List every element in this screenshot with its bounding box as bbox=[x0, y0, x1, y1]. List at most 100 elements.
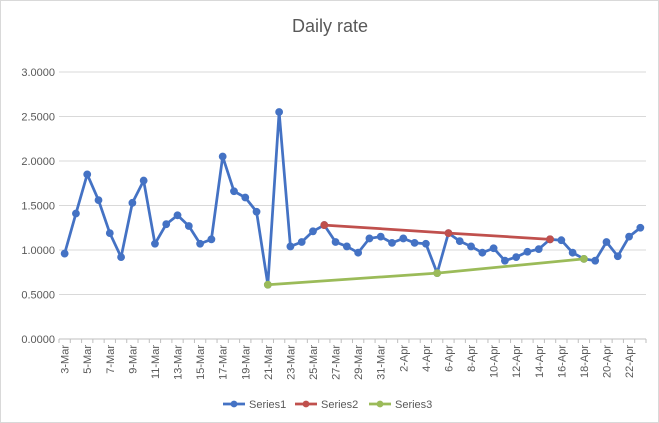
legend-label: Series3 bbox=[395, 399, 432, 411]
data-point-series1 bbox=[128, 198, 137, 207]
data-point-series1 bbox=[173, 211, 182, 220]
data-point-series1 bbox=[342, 242, 351, 251]
x-tick-label: 6-Apr bbox=[443, 345, 455, 372]
x-tick-label: 8-Apr bbox=[466, 345, 478, 372]
data-point-series1 bbox=[60, 249, 69, 258]
y-tick-label: 2.0000 bbox=[21, 156, 55, 168]
data-point-series1 bbox=[241, 193, 250, 202]
data-point-series1 bbox=[557, 236, 566, 245]
x-tick-label: 13-Mar bbox=[173, 345, 185, 380]
y-tick-label: 0.0000 bbox=[21, 334, 55, 346]
data-point-series1 bbox=[500, 256, 509, 265]
data-point-series1 bbox=[105, 229, 114, 237]
data-point-series2 bbox=[546, 235, 554, 244]
data-point-series1 bbox=[602, 238, 611, 246]
x-tick-label: 2-Apr bbox=[398, 345, 410, 372]
data-point-series1 bbox=[286, 242, 295, 251]
data-point-series1 bbox=[421, 239, 430, 248]
data-point-series1 bbox=[388, 238, 396, 247]
data-point-series1 bbox=[83, 170, 92, 179]
data-point-series1 bbox=[207, 235, 216, 244]
data-point-series1 bbox=[297, 238, 306, 246]
data-point-series1 bbox=[625, 232, 633, 241]
data-point-series1 bbox=[309, 227, 317, 236]
legend-marker-series2 bbox=[302, 400, 310, 408]
data-point-series2 bbox=[444, 229, 453, 237]
x-tick-label: 11-Mar bbox=[150, 345, 162, 379]
data-point-series1 bbox=[354, 248, 363, 257]
series-line-series3 bbox=[266, 257, 586, 287]
data-point-series1 bbox=[534, 245, 543, 254]
y-tick-label: 0.5000 bbox=[21, 290, 55, 302]
data-point-series1 bbox=[478, 248, 487, 257]
data-point-series1 bbox=[151, 239, 159, 248]
y-tick-label: 3.0000 bbox=[21, 67, 55, 79]
data-point-series1 bbox=[365, 234, 374, 243]
data-point-series1 bbox=[230, 187, 238, 196]
series-lines bbox=[60, 108, 645, 289]
legend-marker-series1 bbox=[230, 400, 238, 408]
data-point-series1 bbox=[162, 220, 171, 229]
data-point-series1 bbox=[568, 248, 577, 257]
x-tick-label: 22-Apr bbox=[624, 345, 636, 378]
x-tick-label: 21-Mar bbox=[263, 345, 275, 380]
data-point-series1 bbox=[591, 256, 600, 265]
axes: 0.0000 0.5000 1.0000 1.5000 2.0000 2.5000 3.00… bbox=[21, 67, 647, 380]
data-point-series3 bbox=[263, 280, 272, 289]
x-tick-label: 17-Mar bbox=[218, 345, 230, 380]
data-point-series1 bbox=[184, 222, 193, 230]
x-tick-label: 31-Mar bbox=[376, 345, 388, 380]
x-tick-label: 9-Mar bbox=[127, 345, 139, 374]
y-tick-label: 2.5000 bbox=[21, 112, 55, 124]
x-tick-label: 10-Apr bbox=[489, 345, 501, 378]
data-point-series1 bbox=[467, 242, 475, 251]
data-point-series1 bbox=[613, 252, 622, 261]
x-tick-label: 19-Mar bbox=[240, 345, 252, 380]
x-tick-label: 23-Mar bbox=[285, 345, 297, 380]
legend-marker-series3 bbox=[376, 400, 384, 408]
data-point-series1 bbox=[399, 234, 408, 243]
y-tick-label: 1.5000 bbox=[21, 201, 55, 213]
legend-label: Series2 bbox=[321, 399, 358, 411]
chart-title: Daily rate bbox=[292, 16, 368, 36]
data-point-series1 bbox=[275, 108, 284, 116]
data-point-series1 bbox=[252, 207, 261, 216]
legend: Series1 Series2 Series3 bbox=[223, 399, 432, 411]
x-tick-label: 12-Apr bbox=[511, 345, 523, 378]
x-tick-label: 27-Mar bbox=[331, 345, 343, 380]
x-tick-label: 5-Mar bbox=[82, 345, 94, 374]
data-point-series1 bbox=[139, 176, 148, 185]
x-tick-label: 14-Apr bbox=[534, 345, 546, 378]
data-point-series1 bbox=[331, 238, 340, 246]
x-tick-label: 25-Mar bbox=[308, 345, 320, 380]
series-line-series1 bbox=[63, 110, 642, 287]
data-point-series1 bbox=[636, 223, 645, 232]
data-point-series1 bbox=[218, 152, 227, 161]
x-tick-label: 4-Apr bbox=[421, 345, 433, 372]
series-line-series2 bbox=[322, 223, 552, 241]
x-tick-label: 3-Mar bbox=[60, 345, 72, 374]
x-tick-label: 18-Apr bbox=[579, 345, 591, 378]
x-tick-label: 7-Mar bbox=[105, 345, 117, 374]
data-point-series2 bbox=[320, 221, 329, 229]
data-point-series1 bbox=[72, 209, 80, 218]
x-tick-label: 20-Apr bbox=[601, 345, 613, 378]
data-point-series1 bbox=[117, 253, 125, 262]
data-point-series3 bbox=[433, 269, 442, 278]
x-tick-label: 29-Mar bbox=[353, 345, 365, 380]
y-tick-label: 1.0000 bbox=[21, 245, 55, 257]
data-point-series1 bbox=[410, 238, 419, 247]
data-point-series3 bbox=[580, 255, 588, 263]
x-tick-label: 15-Mar bbox=[195, 345, 207, 380]
data-point-series1 bbox=[512, 253, 521, 262]
data-point-series1 bbox=[489, 244, 498, 253]
x-tick-label: 16-Apr bbox=[556, 345, 568, 378]
data-point-series1 bbox=[455, 237, 464, 246]
legend-label: Series1 bbox=[249, 399, 286, 411]
data-point-series1 bbox=[376, 232, 385, 241]
data-point-series1 bbox=[196, 239, 205, 248]
data-point-series1 bbox=[523, 247, 532, 256]
data-point-series1 bbox=[94, 196, 103, 205]
